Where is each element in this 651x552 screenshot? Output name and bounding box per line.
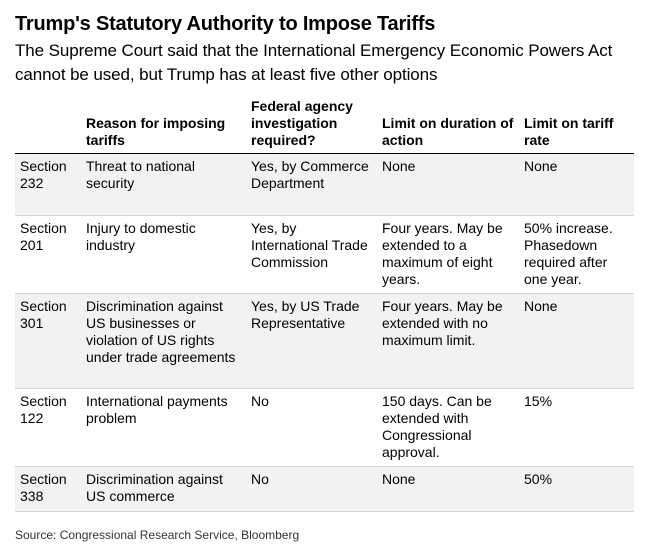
cell-duration-limit: Four years. May be extended to a maximum…	[377, 215, 519, 294]
cell-investigation: Yes, by US Trade Representative	[246, 293, 377, 389]
header-section	[15, 98, 81, 154]
cell-rate-limit: None	[519, 293, 634, 389]
source-note: Source: Congressional Research Service, …	[15, 528, 300, 542]
cell-reason: Discrimination against US commerce	[81, 466, 246, 512]
cell-duration-limit: None	[377, 153, 519, 216]
cell-rate-limit: 50%	[519, 466, 634, 512]
cell-rate-limit: None	[519, 153, 634, 216]
cell-duration-limit: Four years. May be extended with no maxi…	[377, 293, 519, 389]
header-reason: Reason for imposing tariffs	[81, 98, 246, 154]
cell-section: Section 338	[15, 466, 81, 512]
table-row: Section 122 International payments probl…	[15, 388, 634, 467]
cell-reason: Injury to domestic industry	[81, 215, 246, 294]
cell-rate-limit: 50% increase. Phasedown required after o…	[519, 215, 634, 294]
cell-reason: International payments problem	[81, 388, 246, 467]
cell-reason: Threat to national security	[81, 153, 246, 216]
cell-section: Section 122	[15, 388, 81, 467]
table-row: Section 201 Injury to domestic industry …	[15, 215, 634, 294]
tariff-authority-table: Reason for imposing tariffs Federal agen…	[15, 98, 634, 512]
cell-duration-limit: None	[377, 466, 519, 512]
cell-reason: Discrimination against US businesses or …	[81, 293, 246, 389]
cell-section: Section 232	[15, 153, 81, 216]
cell-investigation: Yes, by International Trade Commission	[246, 215, 377, 294]
table-row: Section 338 Discrimination against US co…	[15, 466, 634, 512]
cell-section: Section 201	[15, 215, 81, 294]
header-duration-limit: Limit on duration of action	[377, 98, 519, 154]
cell-investigation: No	[246, 466, 377, 512]
cell-investigation: No	[246, 388, 377, 467]
header-investigation: Federal agency investigation required?	[246, 98, 377, 154]
cell-investigation: Yes, by Commerce Department	[246, 153, 377, 216]
cell-rate-limit: 15%	[519, 388, 634, 467]
cell-section: Section 301	[15, 293, 81, 389]
page-title: Trump's Statutory Authority to Impose Ta…	[15, 13, 436, 35]
table-row: Section 301 Discrimination against US bu…	[15, 293, 634, 389]
cell-duration-limit: 150 days. Can be extended with Congressi…	[377, 388, 519, 467]
page-subtitle: The Supreme Court said that the Internat…	[15, 41, 613, 84]
header-rate-limit: Limit on tariff rate	[519, 98, 634, 154]
table-header-row: Reason for imposing tariffs Federal agen…	[15, 98, 634, 154]
table-row: Section 232 Threat to national security …	[15, 153, 634, 216]
infographic: Trump's Statutory Authority to Impose Ta…	[15, 12, 635, 542]
